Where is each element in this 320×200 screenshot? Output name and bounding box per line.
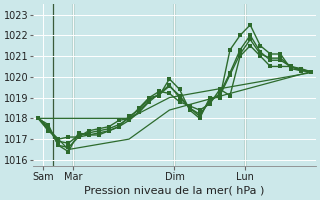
X-axis label: Pression niveau de la mer( hPa ): Pression niveau de la mer( hPa ) (84, 186, 265, 196)
